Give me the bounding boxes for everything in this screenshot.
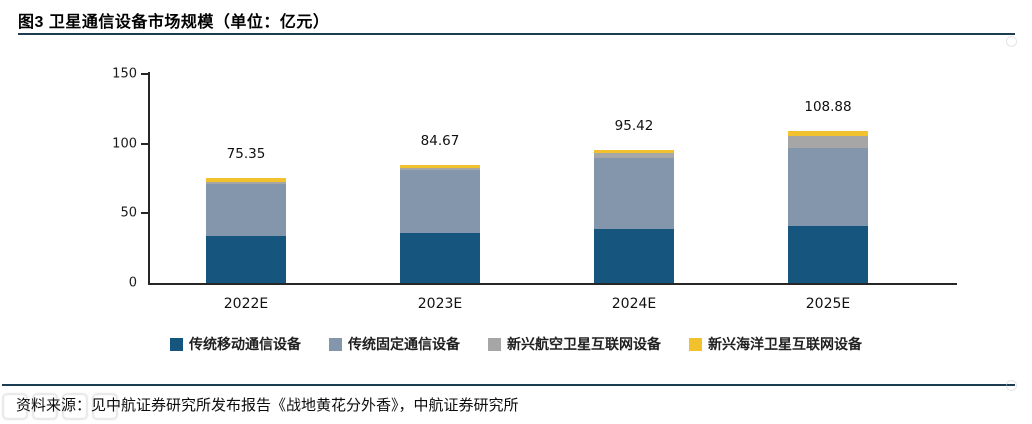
watermark	[2, 391, 122, 420]
bar-segment	[594, 228, 674, 283]
y-tick-mark	[141, 73, 149, 75]
bar-segment	[788, 147, 868, 226]
bar-total-label: 84.67	[420, 133, 460, 150]
legend-item: 传统移动通信设备	[170, 334, 301, 354]
title-divider-line	[18, 33, 1015, 35]
x-axis-category-label: 2023E	[417, 296, 463, 312]
legend-label: 新兴航空卫星互联网设备	[507, 336, 661, 352]
bar-segment	[400, 165, 480, 169]
legend-item: 新兴海洋卫星互联网设备	[689, 334, 862, 354]
y-axis-tick-label: 50	[120, 205, 137, 221]
bar-segment	[594, 150, 674, 154]
bar-segment	[400, 170, 480, 233]
bar-total-label: 95.42	[614, 118, 654, 135]
y-axis-tick-label: 0	[128, 275, 137, 291]
chart-legend: 传统移动通信设备 传统固定通信设备 新兴航空卫星互联网设备 新兴海洋卫星互联网设备	[0, 334, 1032, 354]
y-tick-mark	[141, 142, 149, 145]
legend-label: 传统固定通信设备	[348, 336, 460, 352]
source-text: 资料来源：见中航证券研究所发布报告《战地黄花分外香》，中航证券研究所	[16, 397, 519, 414]
figure-title: 图3 卫星通信设备市场规模（单位：亿元）	[18, 14, 330, 31]
x-axis-line	[148, 283, 957, 285]
x-axis-category-label: 2022E	[223, 296, 269, 312]
y-axis-tick-label: 100	[112, 136, 137, 152]
bar-segment	[594, 157, 674, 229]
bar-segment	[594, 153, 674, 158]
legend-item: 新兴航空卫星互联网设备	[488, 334, 661, 354]
legend-swatch	[329, 337, 342, 351]
bar-segment	[206, 184, 286, 236]
bar-segment	[788, 135, 868, 148]
bar-segment	[788, 131, 868, 136]
bar-segment	[400, 232, 480, 283]
y-axis-tick-label: 150	[112, 66, 137, 82]
watermark-dot-top	[1006, 36, 1017, 47]
x-axis-category-label: 2024E	[611, 296, 657, 312]
legend-swatch	[170, 337, 183, 351]
y-tick-mark	[141, 212, 149, 215]
watermark-dot-bottom	[1006, 380, 1017, 391]
legend-label: 传统移动通信设备	[189, 336, 301, 352]
x-axis-category-label: 2025E	[805, 296, 851, 312]
bar-segment	[206, 178, 286, 183]
y-axis-line	[148, 72, 150, 285]
bar-segment	[206, 235, 286, 283]
legend-item: 传统固定通信设备	[329, 334, 460, 354]
bar-segment	[788, 225, 868, 283]
bar-total-label: 108.88	[804, 99, 852, 116]
bar-total-label: 75.35	[226, 146, 266, 162]
legend-swatch	[488, 337, 501, 351]
bar-segment	[400, 168, 480, 171]
source-divider-line	[2, 384, 1015, 386]
legend-label: 新兴海洋卫星互联网设备	[708, 336, 862, 352]
legend-swatch	[689, 337, 702, 351]
bar-segment	[206, 182, 286, 185]
